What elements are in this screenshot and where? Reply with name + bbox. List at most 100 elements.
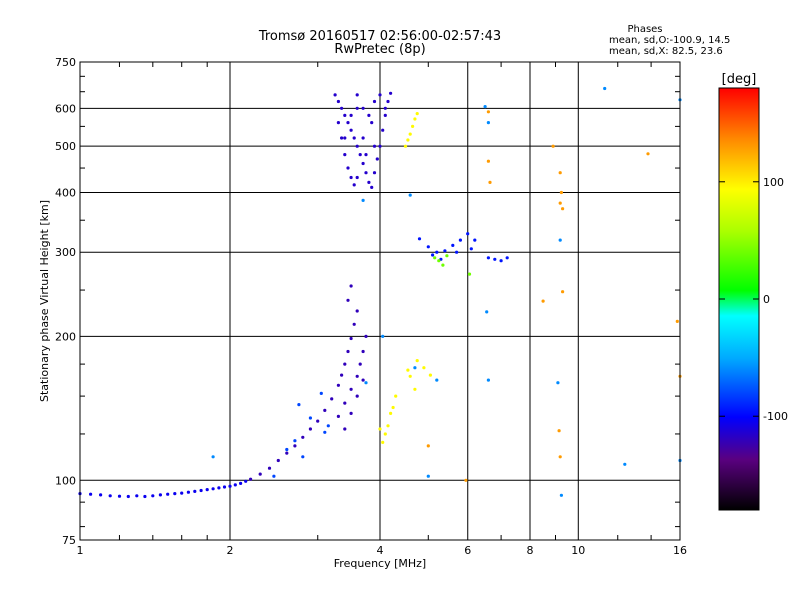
data-point (352, 322, 356, 326)
data-point (493, 257, 497, 261)
data-point (364, 171, 368, 175)
data-point (415, 359, 419, 363)
data-point (408, 132, 412, 136)
x-tick-label: 2 (227, 544, 234, 557)
data-point (355, 106, 359, 110)
data-point (352, 183, 356, 187)
chart-subtitle: RwPretec (8p) (334, 42, 425, 57)
data-point (358, 362, 362, 366)
y-tick-label: 100 (55, 474, 76, 487)
colorbar-tick-label: 0 (763, 293, 770, 306)
data-point (361, 198, 365, 202)
data-point (623, 462, 627, 466)
data-point (239, 481, 243, 485)
data-point (297, 403, 301, 407)
data-point (249, 477, 253, 481)
x-tick-label: 10 (571, 544, 585, 557)
data-point (383, 106, 387, 110)
data-point (267, 466, 272, 470)
data-point (364, 153, 368, 157)
data-point (108, 494, 112, 498)
data-point (340, 106, 344, 110)
data-point (406, 368, 410, 372)
data-point (361, 378, 365, 382)
data-point (349, 336, 353, 341)
phase-stats-x: mean, sd,X: 82.5, 23.6 (609, 46, 723, 57)
colorbar: [deg] 100 0 -100 (718, 72, 788, 511)
data-point (343, 136, 347, 140)
data-point (361, 106, 365, 110)
data-point (126, 494, 130, 499)
y-tick-label: 75 (62, 534, 76, 547)
data-point (308, 427, 312, 431)
data-point (193, 489, 197, 493)
x-axis-label: Frequency [MHz] (334, 557, 426, 570)
data-point (426, 474, 430, 478)
data-point (413, 117, 417, 121)
data-point (293, 444, 297, 448)
data-point (330, 397, 334, 401)
data-point (422, 366, 426, 370)
plot-frame (79, 61, 681, 541)
data-point (343, 362, 347, 366)
data-point (199, 488, 203, 493)
phase-stats-o: mean, sd,O:-100.9, 14.5 (609, 35, 730, 46)
data-point (389, 91, 393, 95)
data-point (166, 492, 170, 496)
data-point (381, 128, 385, 132)
data-point (488, 180, 492, 184)
data-point (323, 408, 327, 412)
data-point (205, 488, 209, 492)
x-tick-label: 6 (464, 544, 471, 557)
data-point (467, 272, 472, 276)
data-point (437, 259, 441, 263)
data-point (561, 290, 565, 294)
data-point (285, 451, 289, 455)
data-point (186, 490, 190, 494)
data-point (349, 128, 353, 132)
x-tick-label: 4 (377, 544, 384, 557)
data-point (431, 253, 435, 257)
data-point (451, 243, 455, 247)
y-axis: 75 100 200 300 400 500 600 750 (55, 56, 680, 547)
x-tick-label: 8 (527, 544, 534, 557)
data-point (466, 232, 470, 236)
data-point (151, 494, 155, 498)
data-point (428, 373, 432, 377)
data-point (158, 493, 162, 497)
data-point (408, 374, 412, 378)
data-point (370, 185, 374, 189)
data-point (323, 430, 327, 434)
data-point (355, 144, 359, 148)
colorbar-ticks: 100 0 -100 (719, 176, 788, 423)
data-point (441, 263, 445, 267)
data-point (417, 237, 422, 241)
data-point (319, 391, 323, 395)
data-point (435, 378, 439, 382)
data-point (143, 494, 147, 499)
data-point (367, 113, 371, 117)
data-point (445, 254, 449, 258)
chart-titles: Tromsø 20160517 02:56:00-02:57:43 RwPret… (258, 29, 501, 57)
data-point (426, 245, 430, 249)
y-tick-label: 400 (55, 186, 76, 199)
data-point (222, 485, 227, 489)
data-point (301, 435, 305, 439)
data-point (326, 424, 330, 428)
data-point (336, 99, 340, 104)
data-point (343, 153, 347, 157)
data-point (372, 171, 377, 175)
data-point (343, 401, 347, 405)
data-point (561, 207, 565, 211)
data-point (99, 493, 103, 497)
data-point (361, 136, 365, 140)
data-point (276, 458, 280, 463)
y-tick-label: 200 (55, 330, 76, 343)
data-points (78, 86, 682, 499)
data-point (367, 180, 371, 184)
data-point (272, 474, 276, 478)
data-point (386, 99, 390, 104)
chart-title: Tromsø 20160517 02:56:00-02:57:43 (258, 29, 501, 44)
data-point (117, 494, 122, 498)
